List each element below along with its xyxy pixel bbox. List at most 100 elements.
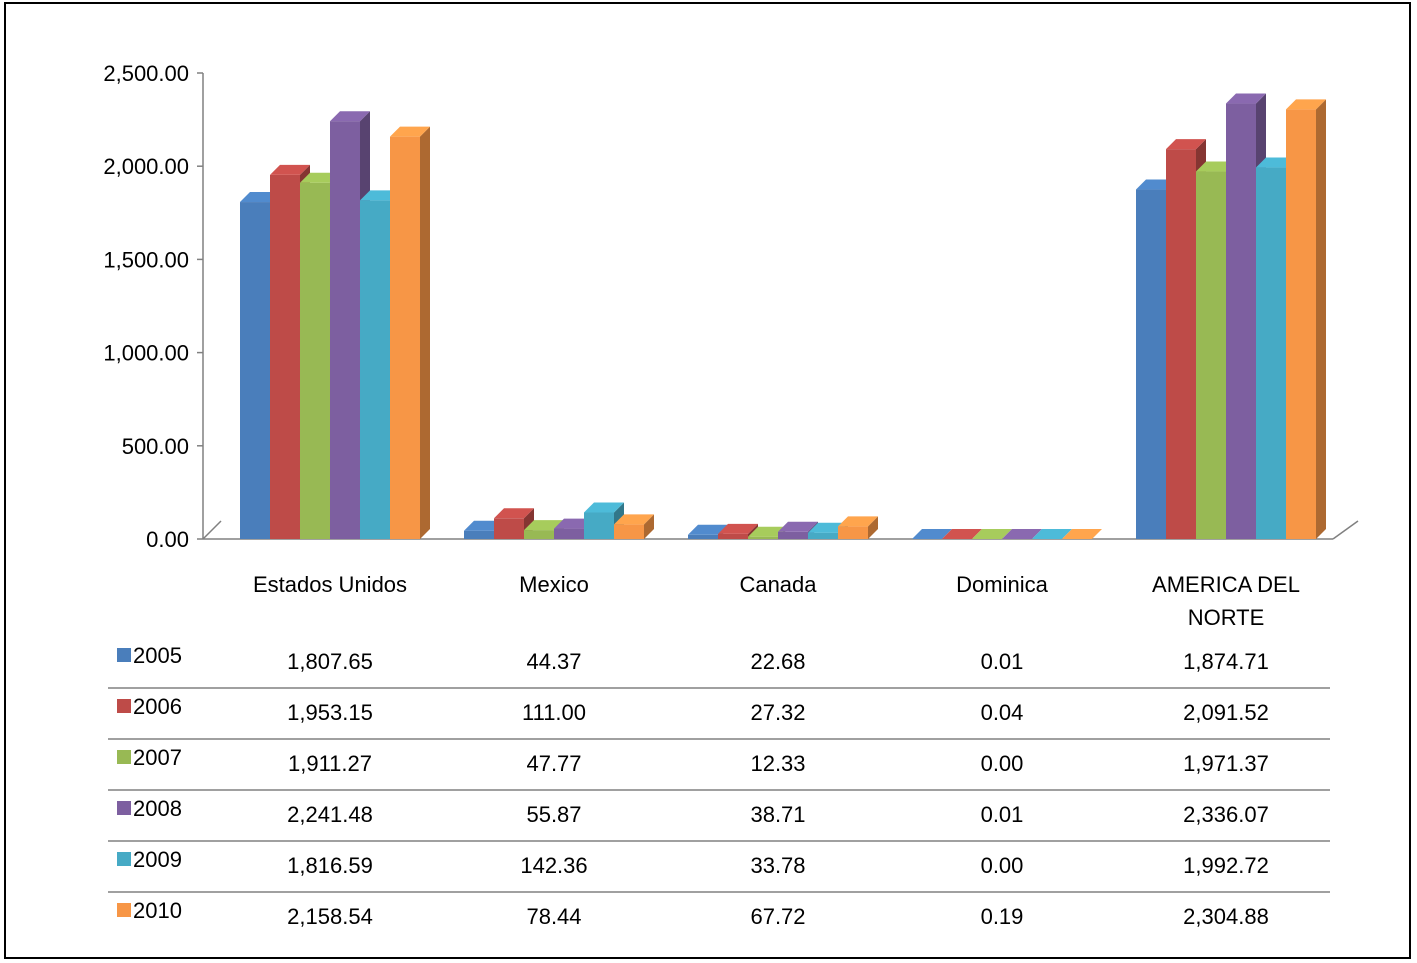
bar-front-2005	[1136, 189, 1166, 539]
floor-left-edge	[202, 520, 222, 540]
y-tick-label: 1,500.00	[103, 247, 189, 272]
legend-label: 2007	[133, 745, 182, 770]
bar-side-2006	[972, 528, 982, 539]
bar-side-2010	[868, 516, 878, 539]
table-cell: 55.87	[526, 802, 581, 827]
bar-top-2008	[778, 521, 818, 532]
bar-front-2009	[1256, 167, 1286, 539]
legend-key-2009	[117, 852, 131, 866]
bar-top-2005	[688, 524, 728, 535]
bar-front-2007	[748, 536, 778, 539]
table-cell: 44.37	[526, 649, 581, 674]
legend-key-2006	[117, 699, 131, 713]
table-cell: 1,953.15	[287, 700, 373, 725]
table-cell: 1,816.59	[287, 853, 373, 878]
y-tick-label: 500.00	[122, 434, 189, 459]
bar-side-2010	[644, 514, 654, 539]
table-cell: 2,336.07	[1183, 802, 1269, 827]
table-cell: 12.33	[750, 751, 805, 776]
y-tick-label: 1,000.00	[103, 341, 189, 366]
x-category-label: AMERICA DEL	[1152, 572, 1300, 597]
bar-front-2009	[584, 512, 614, 539]
bar-top-2010	[390, 126, 430, 137]
bar-front-2010	[1286, 109, 1316, 540]
table-cell: 22.68	[750, 649, 805, 674]
table-cell: 27.32	[750, 700, 805, 725]
bar-top-2006	[718, 523, 758, 534]
table-cell: 2,304.88	[1183, 904, 1269, 929]
bar-front-2010	[614, 524, 644, 539]
table-cell: 47.77	[526, 751, 581, 776]
table-cell: 142.36	[520, 853, 587, 878]
legend-key-2005	[117, 648, 131, 662]
bar-top-2007	[524, 520, 564, 531]
legend-label: 2006	[133, 694, 182, 719]
bar-front-2008	[1226, 103, 1256, 539]
table-cell: 0.00	[981, 751, 1024, 776]
legend-key-2007	[117, 750, 131, 764]
y-tick-label: 0.00	[146, 527, 189, 552]
bar-side-2010	[1092, 528, 1102, 539]
bar-top-2006	[270, 164, 310, 175]
bar-top-2007	[972, 529, 1012, 539]
table-cell: 1,971.37	[1183, 751, 1269, 776]
table-cell: 33.78	[750, 853, 805, 878]
legend-label: 2010	[133, 898, 182, 923]
legend-label: 2008	[133, 796, 182, 821]
table-cell: 0.01	[981, 649, 1024, 674]
table-cell: 2,091.52	[1183, 700, 1269, 725]
table-cell: 2,158.54	[287, 904, 373, 929]
table-cell: 1,807.65	[287, 649, 373, 674]
bar-top-2010	[614, 514, 654, 525]
bar-top-2009	[584, 502, 624, 513]
bar-front-2008	[554, 528, 584, 539]
bar-front-2008	[330, 121, 360, 540]
table-cell: 1,874.71	[1183, 649, 1269, 674]
bar-side-2010	[1316, 99, 1326, 540]
bar-top-2006	[1166, 139, 1206, 150]
x-category-label: Estados Unidos	[253, 572, 407, 597]
table-cell: 78.44	[526, 904, 581, 929]
bar-top-2009	[1032, 529, 1072, 539]
bar-front-2010	[390, 136, 420, 540]
bar-top-2006	[494, 508, 534, 519]
bar-top-2010	[1286, 99, 1326, 110]
floor-right-edge	[1332, 520, 1359, 540]
bar-side-2010	[420, 126, 430, 540]
table-cell: 2,241.48	[287, 802, 373, 827]
bar-front-2006	[718, 533, 748, 539]
bar-front-2005	[240, 202, 270, 539]
bar-front-2006	[494, 518, 524, 539]
bar-front-2010	[838, 526, 868, 539]
table-cell: 0.00	[981, 853, 1024, 878]
table-cell: 0.01	[981, 802, 1024, 827]
bar-front-2009	[808, 532, 838, 539]
bar-top-2008	[1002, 528, 1042, 539]
bar-front-2009	[360, 200, 390, 539]
table-cell: 1,911.27	[288, 751, 372, 776]
table-cell: 0.19	[981, 904, 1024, 929]
x-category-label: Dominica	[956, 572, 1048, 597]
bar-top-2008	[1226, 93, 1266, 104]
bar-front-2007	[300, 182, 330, 540]
bar-top-2010	[838, 516, 878, 527]
table-cell: 111.00	[522, 700, 586, 725]
x-category-label: Mexico	[519, 572, 589, 597]
y-tick-label: 2,000.00	[103, 154, 189, 179]
legend-key-2010	[117, 903, 131, 917]
table-cell: 1,992.72	[1183, 853, 1269, 878]
bar-front-2006	[1166, 149, 1196, 539]
table-cell: 0.04	[981, 700, 1024, 725]
y-tick-label: 2,500.00	[103, 61, 189, 86]
table-cell: 67.72	[750, 904, 805, 929]
legend-label: 2005	[133, 643, 182, 668]
x-category-label: Canada	[739, 572, 817, 597]
bar-top-2005	[912, 528, 952, 539]
bar-top-2006	[942, 528, 982, 539]
bar-top-2010	[1062, 528, 1102, 539]
legend-label: 2009	[133, 847, 182, 872]
bar-front-2006	[270, 174, 300, 539]
bar-front-2007	[524, 530, 554, 539]
bar-side-2008	[1032, 528, 1042, 539]
